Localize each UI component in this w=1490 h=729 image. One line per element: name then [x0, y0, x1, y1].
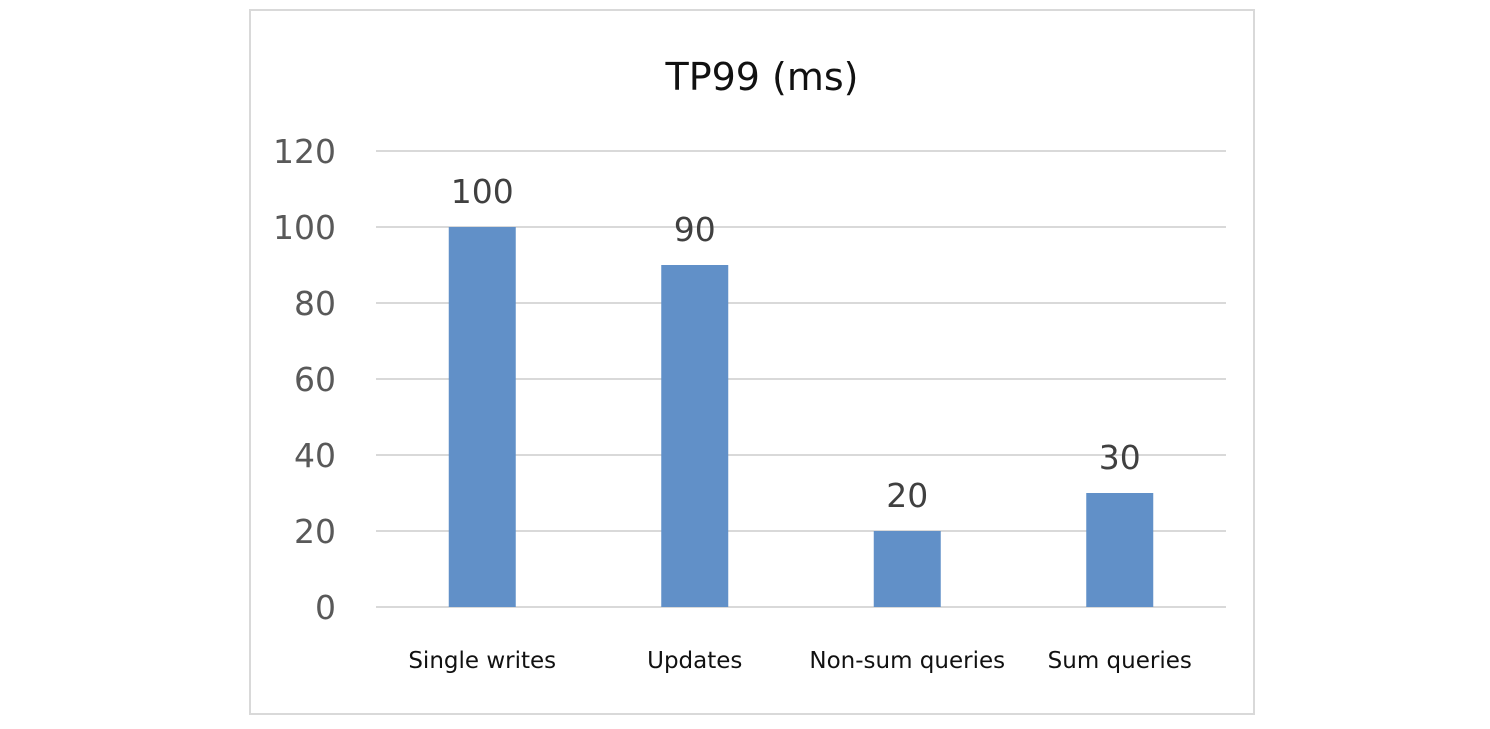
x-tick-label: Updates — [647, 648, 742, 674]
x-axis-ticks: Single writes Updates Non-sum queries Sum q… — [408, 648, 1192, 674]
chart-title: TP99 (ms) — [664, 55, 858, 99]
bar — [448, 227, 516, 607]
gridlines — [376, 150, 1226, 608]
y-tick-label: 100 — [273, 208, 336, 247]
y-tick-label: 60 — [294, 360, 336, 399]
data-label: 90 — [674, 210, 716, 249]
data-label: 20 — [886, 476, 928, 515]
data-labels: 100 90 20 30 — [451, 172, 1141, 515]
y-tick-label: 80 — [294, 284, 336, 323]
x-tick-label: Sum queries — [1048, 648, 1192, 674]
bars — [448, 227, 1154, 607]
x-tick-label: Non-sum queries — [809, 648, 1005, 674]
y-tick-label: 20 — [294, 512, 336, 551]
y-tick-label: 0 — [315, 588, 336, 627]
data-label: 30 — [1099, 438, 1141, 477]
data-label: 100 — [451, 172, 514, 211]
bar — [1086, 493, 1154, 607]
y-axis-ticks: 0 20 40 60 80 100 120 — [273, 132, 336, 627]
bar — [661, 265, 729, 607]
y-tick-label: 120 — [273, 132, 336, 171]
x-tick-label: Single writes — [408, 648, 556, 674]
y-tick-label: 40 — [294, 436, 336, 475]
bar — [873, 531, 941, 607]
